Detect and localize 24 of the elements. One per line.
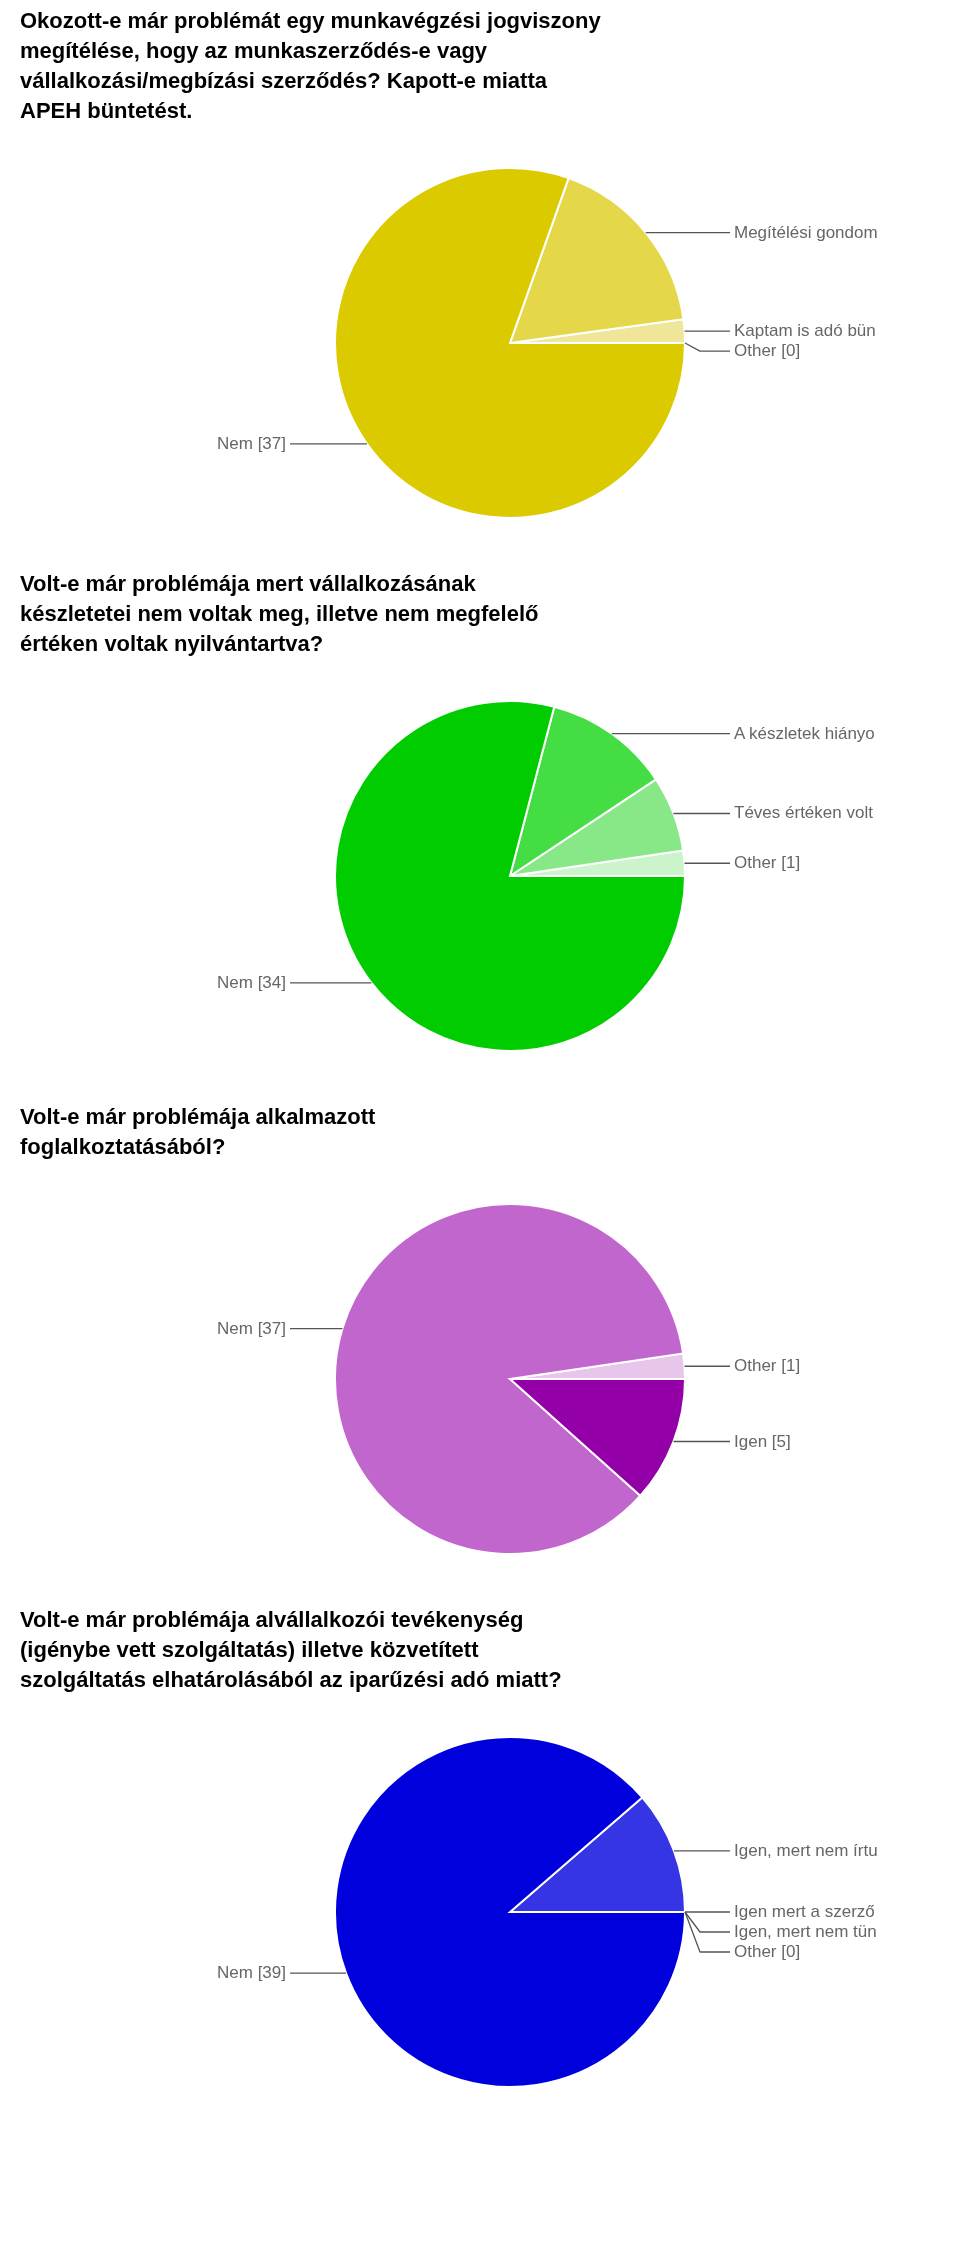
pie-slice bbox=[334, 700, 686, 1052]
chart-title: Okozott-e már problémát egy munkavégzési jogviszony megítélése, hogy az munkaszerződés-e vagy vállalkozási/megbízási szerződés? Kapott-e miatta APEH büntetést. bbox=[20, 8, 602, 123]
slice-label: Other [1] bbox=[734, 853, 801, 873]
chart-title: Volt-e már problémája mert vállalkozásának készletetei nem voltak meg, illetve nem megfelelő értéken voltak nyilvántartva? bbox=[20, 571, 539, 656]
slice-label: Nem [37] bbox=[217, 433, 286, 453]
legend-label: Igen, mert nem tün bbox=[734, 1922, 877, 1941]
slice-label: Megítélési gondom bbox=[734, 222, 878, 242]
slice-label: Nem [37] bbox=[217, 1318, 286, 1338]
slice-label: Nem [34] bbox=[217, 972, 286, 992]
chart-title: Volt-e már problémája alvállalkozói tevékenység (igénybe vett szolgáltatás) illetve közvetített szolgáltatás elhatárolásából az iparűzési adó miatt? bbox=[20, 1607, 562, 1692]
slice-label: Kaptam is adó bün bbox=[734, 321, 876, 341]
slice-label: Igen, mert nem írtu bbox=[734, 1840, 878, 1860]
pie-slice bbox=[334, 1736, 686, 2088]
slice-label: Téves értéken volt bbox=[734, 803, 874, 823]
legend-label: Igen mert a szerző bbox=[734, 1902, 875, 1921]
legend-label: Other [0] bbox=[734, 341, 801, 361]
pie-slice bbox=[334, 167, 686, 519]
slice-label: A készletek hiányo bbox=[734, 723, 875, 743]
pie-slice bbox=[334, 1203, 685, 1555]
slice-label: Igen [5] bbox=[734, 1431, 791, 1451]
category-label: Other [0] bbox=[734, 1942, 801, 1961]
chart-title: Volt-e már problémája alkalmazott foglalkoztatásából? bbox=[20, 1104, 377, 1159]
slice-label: Other [1] bbox=[734, 1356, 801, 1376]
slice-label: Nem [39] bbox=[217, 1963, 286, 1983]
